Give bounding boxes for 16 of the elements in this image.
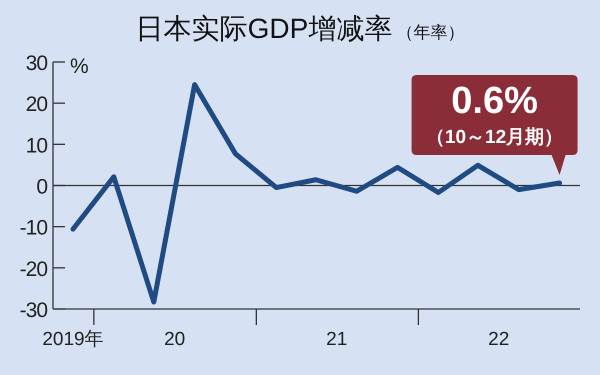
y-tick-label: 10 — [26, 134, 48, 158]
x-tick-label: 20 — [164, 329, 186, 350]
chart-subtitle: （年率） — [396, 23, 464, 42]
y-tick-label: -10 — [20, 216, 48, 240]
annotation: 0.6% — [451, 80, 538, 122]
x-tick-label: 2019年 — [42, 329, 104, 350]
y-tick-label: -20 — [20, 258, 48, 281]
y-tick-label: 0 — [36, 176, 48, 198]
x-tick-label: 21 — [326, 329, 348, 350]
y-axis-title: % — [70, 55, 89, 78]
y-tick-label: 30 — [26, 52, 48, 75]
annotation: （10～12月期） — [426, 127, 564, 148]
y-tick-label: 20 — [26, 93, 48, 116]
x-tick-label: 22 — [488, 329, 510, 350]
y-tick-label: -30 — [20, 299, 48, 322]
chart-title: 日本实际GDP增减率 — [136, 13, 392, 44]
